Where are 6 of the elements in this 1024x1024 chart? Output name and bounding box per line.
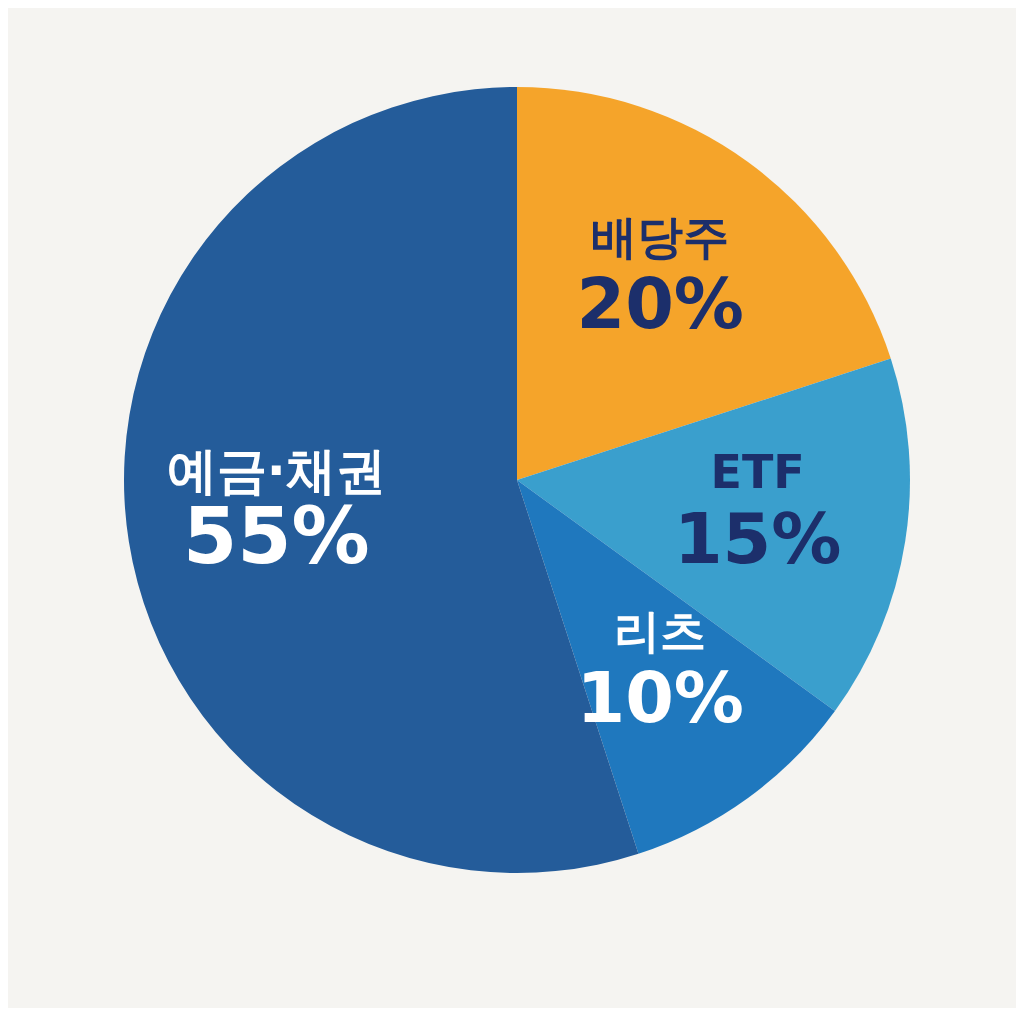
slice-label: 배당주 [591, 209, 730, 264]
data-label: 10% [576, 657, 744, 740]
data-label: 15% [673, 498, 842, 581]
slice-label: ETF [710, 445, 805, 500]
data-label: 20% [576, 262, 744, 345]
slice-label: 리츠 [614, 604, 707, 659]
